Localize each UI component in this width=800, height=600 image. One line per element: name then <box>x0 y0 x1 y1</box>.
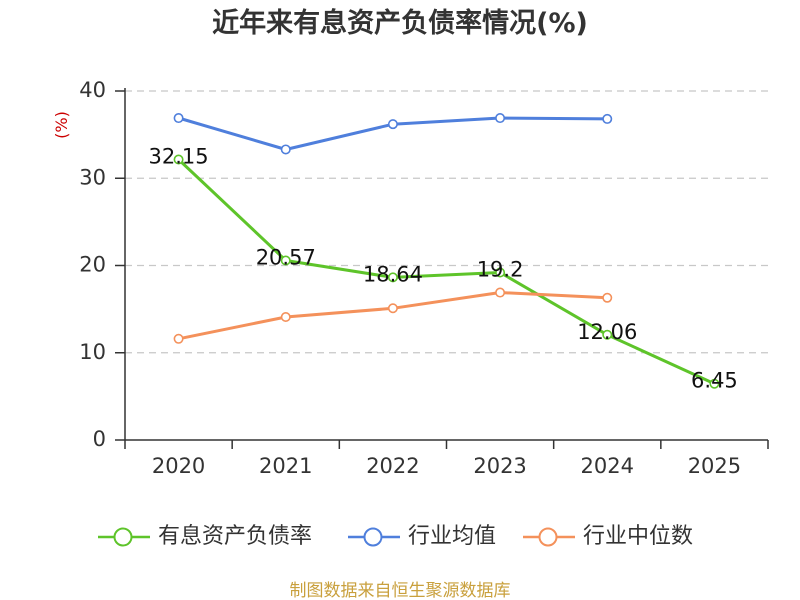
data-point <box>709 378 720 389</box>
data-label: 19.2 <box>477 257 524 281</box>
data-label: 6.45 <box>691 369 738 393</box>
series-line-0 <box>177 158 716 386</box>
legend-label: 有息资产负债率 <box>158 524 312 549</box>
data-point <box>173 154 184 165</box>
legend: 有息资产负债率 行业均值 行业中位数 <box>98 524 693 549</box>
data-labels: 32.15 20.57 18.64 19.2 12.06 6.45 <box>149 144 738 392</box>
legend-marker <box>113 527 133 547</box>
y-tick-label: 30 <box>79 165 106 189</box>
data-point <box>173 333 184 344</box>
x-tick-label: 2025 <box>688 454 741 478</box>
data-label: 32.15 <box>149 144 209 168</box>
y-axis-label: (%) <box>52 111 71 139</box>
data-point <box>495 267 506 278</box>
data-point <box>280 255 291 266</box>
y-axis-ticks: 0 10 20 30 40 <box>79 78 125 451</box>
source-footer: 制图数据来自恒生聚源数据库 <box>290 581 511 600</box>
data-point <box>387 303 398 314</box>
x-tick-label: 2020 <box>152 454 205 478</box>
legend-marker <box>363 527 383 547</box>
y-tick-label: 10 <box>79 340 106 364</box>
y-tick-label: 40 <box>79 78 106 102</box>
data-point <box>280 144 291 155</box>
legend-item-2[interactable]: 行业中位数 <box>523 524 693 549</box>
x-tick-label: 2021 <box>259 454 312 478</box>
x-tick-label: 2022 <box>366 454 419 478</box>
data-point <box>495 287 506 298</box>
data-point <box>602 292 613 303</box>
x-axis-ticks: 2020 2021 2022 2023 2024 2025 <box>124 440 769 478</box>
data-point <box>387 119 398 130</box>
legend-item-0[interactable]: 有息资产负债率 <box>98 524 312 549</box>
series-line-2 <box>178 291 608 341</box>
data-label: 18.64 <box>363 262 423 286</box>
chart-title: 近年来有息资产负债率情况(%) <box>212 7 588 39</box>
axes <box>124 88 768 441</box>
x-tick-label: 2023 <box>473 454 526 478</box>
legend-label: 行业均值 <box>408 524 496 549</box>
data-point <box>602 113 613 124</box>
y-tick-label: 0 <box>93 427 106 451</box>
x-tick-label: 2024 <box>581 454 634 478</box>
data-label: 20.57 <box>256 246 316 270</box>
data-point <box>387 272 398 283</box>
data-point <box>495 113 506 124</box>
data-point <box>602 329 613 340</box>
data-point <box>280 311 291 322</box>
legend-label: 行业中位数 <box>583 524 693 549</box>
data-point <box>173 113 184 124</box>
legend-marker <box>538 527 558 547</box>
y-tick-label: 20 <box>79 253 106 277</box>
data-label: 12.06 <box>577 320 637 344</box>
series-markers <box>173 113 720 389</box>
legend-item-1[interactable]: 行业均值 <box>348 524 496 549</box>
